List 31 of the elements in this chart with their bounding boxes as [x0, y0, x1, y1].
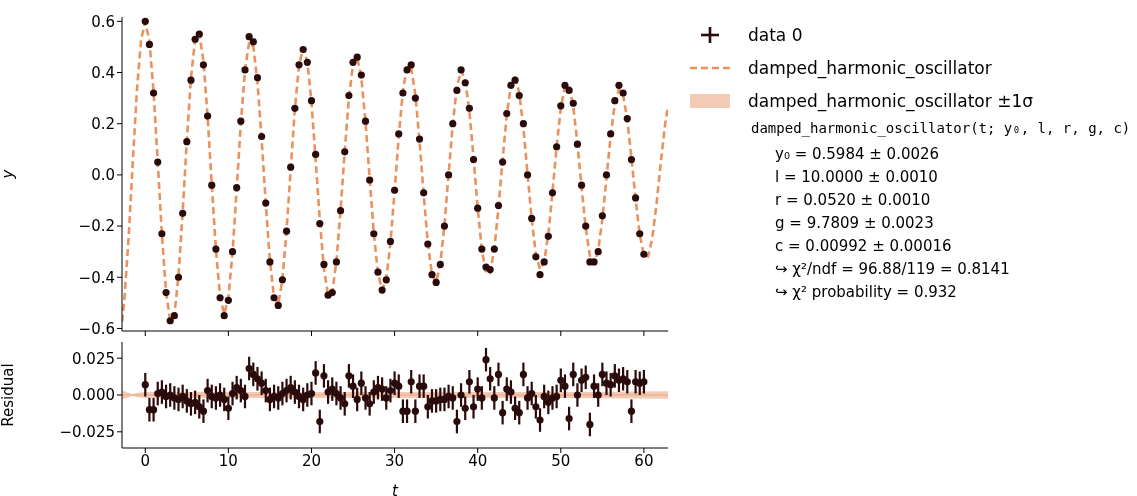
text: c = 0.00992 ± 0.00016 [774, 237, 953, 257]
text: r = 0.0520 ± 0.0010 [774, 191, 932, 211]
text: damped_harmonic_oscillator(t; y₀, l, r, g, c) [751, 120, 1131, 139]
x-tick-label: 40 [468, 451, 488, 470]
y-tick-label: 0.4 [91, 63, 115, 82]
text: g = 9.7809 ± 0.0023 [774, 214, 935, 234]
text: ↪ χ²/ndf = 96.88/119 = 0.8141 [774, 260, 1011, 280]
x-tick-label: 0 [140, 451, 151, 470]
legend-label: data 0 [748, 24, 803, 45]
text: ↪ χ² probability = 0.932 [774, 283, 958, 303]
y-tick-label: −0.2 [78, 217, 115, 236]
y-axis-title: Residual [0, 363, 18, 427]
y-axis-title: y [0, 168, 18, 180]
y-tick-label: −0.6 [78, 319, 115, 338]
y-tick-label: −0.4 [78, 268, 115, 287]
legend-label: damped_harmonic_oscillator [748, 57, 992, 78]
x-tick-label: 50 [551, 451, 571, 470]
y-tick-label: 0.2 [91, 115, 115, 134]
legend-label: damped_harmonic_oscillator ±1σ [748, 90, 1033, 111]
x-tick-label: 60 [634, 451, 654, 470]
x-tick-label: 10 [218, 451, 238, 470]
y-tick-label: 0.0 [91, 166, 115, 185]
y-tick-label: 0.000 [72, 386, 115, 405]
x-tick-label: 20 [301, 451, 322, 470]
x-tick-label: 30 [385, 451, 405, 470]
y-tick-label: −0.025 [59, 423, 115, 442]
y-tick-label: 0.6 [91, 12, 115, 31]
text: y₀ = 0.5984 ± 0.0026 [774, 145, 941, 165]
y-tick-label: 0.025 [72, 349, 115, 368]
x-axis-title: t [392, 482, 400, 496]
text: l = 10.0000 ± 0.0010 [774, 168, 939, 188]
